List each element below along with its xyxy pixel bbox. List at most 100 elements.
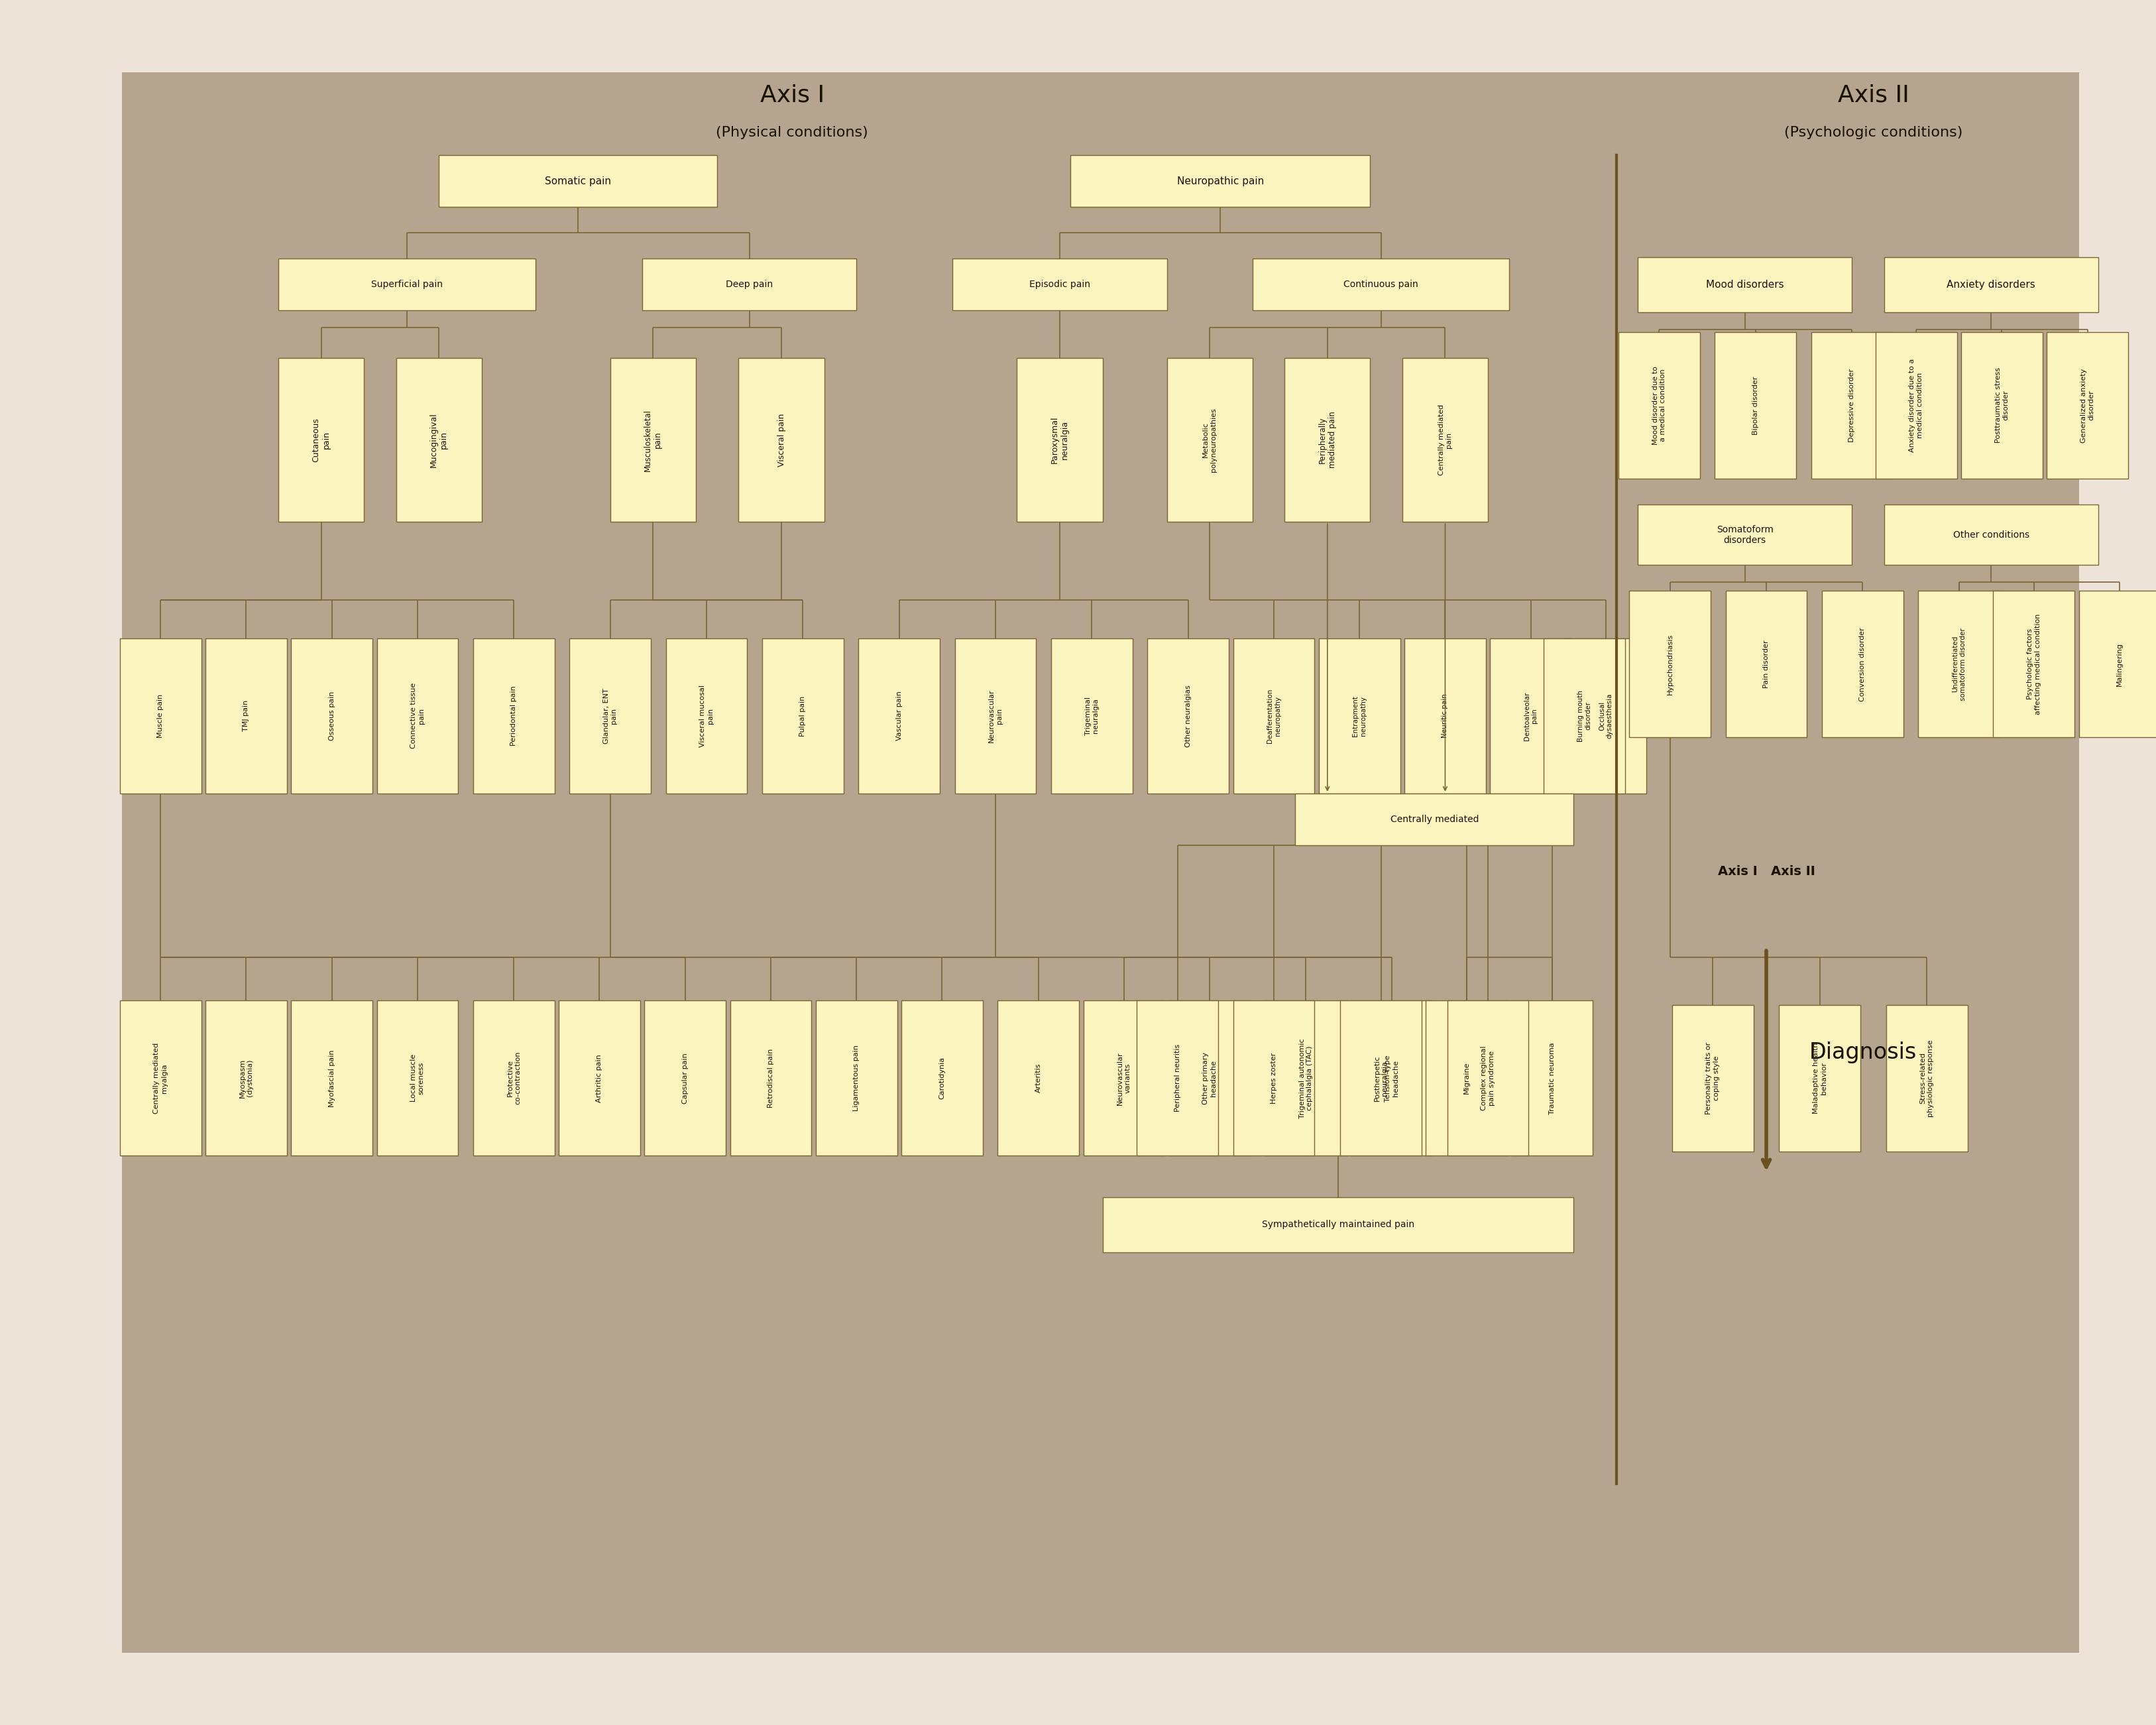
Text: TMJ pain: TMJ pain (244, 700, 250, 731)
Text: Other primary
headache: Other primary headache (1203, 1052, 1216, 1104)
Text: Axis I   Axis II: Axis I Axis II (1718, 864, 1815, 878)
FancyBboxPatch shape (1166, 359, 1253, 523)
FancyBboxPatch shape (278, 359, 364, 523)
FancyBboxPatch shape (397, 359, 481, 523)
FancyBboxPatch shape (1876, 333, 1958, 480)
Text: Dentoalveolar
pain: Dentoalveolar pain (1524, 692, 1537, 740)
FancyBboxPatch shape (731, 1000, 811, 1156)
Text: Entrapment
neuropathy: Entrapment neuropathy (1352, 695, 1367, 737)
FancyBboxPatch shape (1779, 1004, 1861, 1152)
FancyBboxPatch shape (1822, 590, 1904, 738)
FancyBboxPatch shape (1619, 333, 1699, 480)
Text: Trigeminal autonomic
cephalalgia (TAC): Trigeminal autonomic cephalalgia (TAC) (1298, 1038, 1313, 1118)
Text: Myospasm
(dystonia): Myospasm (dystonia) (239, 1059, 254, 1097)
FancyBboxPatch shape (121, 1000, 201, 1156)
FancyBboxPatch shape (1811, 333, 1893, 480)
FancyBboxPatch shape (569, 638, 651, 794)
Text: Trigeminal
neuralgia: Trigeminal neuralgia (1084, 697, 1100, 735)
Text: Visceral pain: Visceral pain (776, 414, 785, 466)
FancyBboxPatch shape (998, 1000, 1078, 1156)
Text: Arteritis: Arteritis (1035, 1063, 1041, 1094)
FancyBboxPatch shape (1341, 1000, 1421, 1156)
Text: Deep pain: Deep pain (727, 279, 772, 290)
FancyBboxPatch shape (1673, 1004, 1753, 1152)
Text: Neuritic pain: Neuritic pain (1442, 693, 1449, 738)
FancyBboxPatch shape (1018, 359, 1102, 523)
FancyBboxPatch shape (1919, 590, 1999, 738)
Text: Neuropathic pain: Neuropathic pain (1177, 176, 1263, 186)
Text: Peripherally
mediated pain: Peripherally mediated pain (1317, 412, 1337, 467)
Text: Axis II: Axis II (1837, 83, 1908, 107)
FancyBboxPatch shape (1639, 505, 1852, 566)
FancyBboxPatch shape (1401, 359, 1488, 523)
Text: Burning mouth
disorder: Burning mouth disorder (1578, 690, 1591, 742)
FancyBboxPatch shape (858, 638, 940, 794)
FancyBboxPatch shape (740, 359, 824, 523)
Text: Peripheral neuritis: Peripheral neuritis (1175, 1044, 1181, 1113)
Text: Neurovascular
variants: Neurovascular variants (1117, 1052, 1132, 1104)
FancyBboxPatch shape (1285, 359, 1371, 523)
Text: Cutaneous
pain: Cutaneous pain (313, 417, 330, 462)
FancyBboxPatch shape (1714, 333, 1796, 480)
Text: Ligamentous pain: Ligamentous pain (854, 1045, 860, 1111)
Text: Posttraumatic stress
disorder: Posttraumatic stress disorder (1994, 367, 2009, 443)
FancyBboxPatch shape (763, 638, 843, 794)
Text: Psychologic factors
affecting medical condition: Psychologic factors affecting medical co… (2027, 614, 2042, 714)
FancyBboxPatch shape (2046, 333, 2128, 480)
FancyBboxPatch shape (1490, 638, 1572, 794)
FancyBboxPatch shape (1962, 333, 2042, 480)
FancyBboxPatch shape (1102, 1197, 1574, 1252)
Text: Pain disorder: Pain disorder (1764, 640, 1770, 688)
Text: Protective
co-contraction: Protective co-contraction (507, 1052, 522, 1104)
Text: Axis I: Axis I (759, 83, 824, 107)
FancyBboxPatch shape (1082, 1000, 1164, 1156)
Text: Periodontal pain: Periodontal pain (511, 687, 517, 745)
Text: Episodic pain: Episodic pain (1028, 279, 1091, 290)
FancyBboxPatch shape (1352, 1000, 1432, 1156)
Text: Neurovascular
pain: Neurovascular pain (987, 690, 1003, 742)
Text: Carotidynia: Carotidynia (938, 1057, 944, 1099)
FancyBboxPatch shape (642, 259, 856, 310)
FancyBboxPatch shape (901, 1000, 983, 1156)
Text: Muscle pain: Muscle pain (157, 693, 164, 738)
FancyBboxPatch shape (1511, 1000, 1593, 1156)
Text: Glandular, ENT
pain: Glandular, ENT pain (604, 688, 617, 743)
Text: Centrally mediated
pain: Centrally mediated pain (1438, 404, 1453, 476)
FancyBboxPatch shape (1169, 1000, 1250, 1156)
Text: Metabolic
polyneuropathies: Metabolic polyneuropathies (1203, 407, 1216, 473)
FancyBboxPatch shape (558, 1000, 640, 1156)
Text: Hypochondriasis: Hypochondriasis (1667, 633, 1673, 695)
FancyBboxPatch shape (1233, 1000, 1315, 1156)
Text: Somatic pain: Somatic pain (545, 176, 610, 186)
Text: Centrally mediated: Centrally mediated (1391, 814, 1479, 825)
FancyBboxPatch shape (1544, 638, 1626, 794)
FancyBboxPatch shape (291, 638, 373, 794)
FancyBboxPatch shape (1136, 1000, 1218, 1156)
FancyBboxPatch shape (440, 155, 718, 207)
Text: Conversion disorder: Conversion disorder (1858, 628, 1865, 700)
FancyBboxPatch shape (1886, 1004, 1968, 1152)
Text: Retrodiscal pain: Retrodiscal pain (768, 1049, 774, 1107)
FancyBboxPatch shape (1266, 1000, 1348, 1156)
FancyBboxPatch shape (1253, 259, 1509, 310)
Text: Diagnosis: Diagnosis (1809, 1042, 1917, 1063)
Text: Connective tissue
pain: Connective tissue pain (410, 683, 425, 749)
Text: Mood disorder due to
a medical condition: Mood disorder due to a medical condition (1651, 366, 1667, 445)
Text: Capsular pain: Capsular pain (681, 1052, 688, 1104)
Text: Generalized anxiety
disorder: Generalized anxiety disorder (2081, 367, 2096, 443)
FancyBboxPatch shape (2078, 590, 2156, 738)
Text: Vascular pain: Vascular pain (897, 692, 903, 740)
Text: Postherpetic
neuralgia: Postherpetic neuralgia (1373, 1056, 1388, 1101)
Text: Tension-type
headache: Tension-type headache (1384, 1054, 1399, 1102)
FancyBboxPatch shape (1565, 638, 1647, 794)
Text: Migraine: Migraine (1464, 1063, 1470, 1094)
Text: Maladaptive health
behavior: Maladaptive health behavior (1813, 1042, 1826, 1114)
Text: Superficial pain: Superficial pain (371, 279, 442, 290)
FancyBboxPatch shape (955, 638, 1037, 794)
Text: Sympathetically maintained pain: Sympathetically maintained pain (1261, 1220, 1414, 1230)
FancyBboxPatch shape (666, 638, 748, 794)
FancyBboxPatch shape (291, 1000, 373, 1156)
Text: Traumatic neuroma: Traumatic neuroma (1548, 1042, 1554, 1114)
FancyBboxPatch shape (472, 1000, 554, 1156)
FancyBboxPatch shape (1296, 794, 1574, 845)
